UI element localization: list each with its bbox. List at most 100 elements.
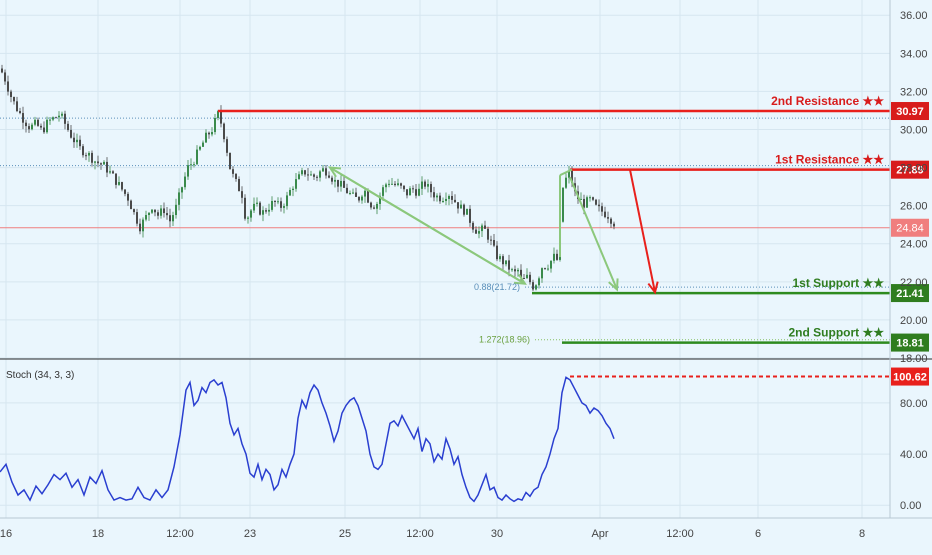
candle-body (79, 139, 81, 147)
candle-body (589, 197, 591, 199)
level-price-tag (891, 333, 929, 352)
vertical-grid (5, 0, 863, 518)
candle-body (421, 181, 423, 189)
candle-body (448, 195, 450, 199)
level-name-label: 2nd Support ★★ (788, 326, 884, 340)
green-down-arrow-1-tail-head (328, 166, 342, 178)
y-tick-label: 24.00 (900, 239, 928, 251)
candle-body (127, 193, 129, 201)
candle-body (19, 111, 21, 114)
level-price-tag (891, 102, 929, 121)
x-tick-label: 12:00 (666, 528, 694, 540)
price-axis: 36.00 34.00 32.00 30.00 28.00 26.00 24.00 22.00… (900, 10, 928, 512)
candle-body (283, 206, 285, 208)
candle-body (553, 253, 555, 261)
candle-body (316, 176, 318, 178)
candle-body (520, 269, 522, 279)
candle-body (136, 212, 138, 224)
candle-body (124, 189, 126, 194)
candle-body (535, 285, 537, 290)
candle-body (373, 207, 375, 209)
candle-body (211, 132, 213, 135)
candle-body (358, 196, 360, 201)
candle-body (565, 177, 567, 188)
candle-body (346, 187, 348, 194)
candle-body (235, 173, 237, 179)
candle-body (334, 179, 336, 182)
x-tick-label: 18 (92, 528, 104, 540)
candle-body (10, 91, 12, 98)
candle-body (460, 204, 462, 209)
candle-body (223, 123, 225, 140)
stoch-title: Stoch (34, 3, 3) (6, 370, 74, 381)
candle-body (178, 192, 180, 205)
candle-body (22, 113, 24, 123)
candle-body (424, 181, 426, 187)
candle-body (325, 168, 327, 176)
candle-body (91, 152, 93, 163)
candle-body (478, 231, 480, 234)
candle-body (277, 201, 279, 203)
candle-body (172, 215, 174, 222)
fib-label: 0.88(21.72) (474, 282, 520, 292)
level-price-label: 27.89 (896, 165, 924, 177)
candle-body (13, 97, 15, 102)
candle-body (580, 198, 582, 200)
candle-body (475, 229, 477, 234)
candle-body (103, 161, 105, 165)
candle-body (142, 219, 144, 232)
stoch-line (0, 376, 615, 503)
candle-body (328, 175, 330, 178)
candle-body (601, 206, 603, 212)
candle-body (544, 268, 546, 270)
y-tick-label: 28.00 (900, 163, 928, 175)
candle-body (232, 169, 234, 174)
candle-body (52, 117, 54, 120)
candle-body (85, 155, 87, 157)
candle-body (508, 260, 510, 270)
candle-body (112, 171, 114, 174)
candle-body (514, 269, 516, 272)
level-price-tag (891, 160, 929, 179)
candle-body (292, 188, 294, 191)
candle-body (166, 213, 168, 216)
candle-body (298, 174, 300, 180)
candle-body (532, 282, 534, 290)
candle-body (451, 195, 453, 200)
candle-body (388, 183, 390, 185)
candle-body (433, 192, 435, 198)
x-tick-label: 23 (244, 528, 256, 540)
candle-body (43, 127, 45, 133)
candle-body (157, 212, 159, 216)
candle-body (271, 200, 273, 210)
red-down-arrow (629, 169, 656, 293)
candle-body (613, 223, 615, 227)
stoch-value-label: 100.62 (893, 372, 927, 384)
level-price-label: 30.97 (896, 106, 924, 118)
candle-body (76, 139, 78, 143)
candle-body (238, 178, 240, 192)
candle-body (349, 192, 351, 194)
candle-body (7, 81, 9, 92)
candle-body (217, 111, 219, 118)
candle-body (430, 184, 432, 193)
candle-body (457, 202, 459, 209)
candle-body (505, 260, 507, 265)
candle-body (547, 268, 549, 270)
candle-body (289, 190, 291, 196)
candle-body (181, 187, 183, 193)
y-tick-label: 20.00 (900, 315, 928, 327)
candle-body (205, 132, 207, 143)
stoch-y-tick-label: 40.00 (900, 449, 928, 461)
candle-body (331, 177, 333, 182)
candle-body (73, 137, 75, 143)
candle-body (106, 161, 108, 173)
candle-body (151, 209, 153, 213)
candle-body (37, 119, 39, 126)
candle-body (502, 256, 504, 265)
candle-body (133, 209, 135, 213)
stoch-value-tag (891, 367, 929, 386)
y-tick-label: 22.00 (900, 277, 928, 289)
y-tick-label: 30.00 (900, 124, 928, 136)
candle-body (190, 164, 192, 166)
